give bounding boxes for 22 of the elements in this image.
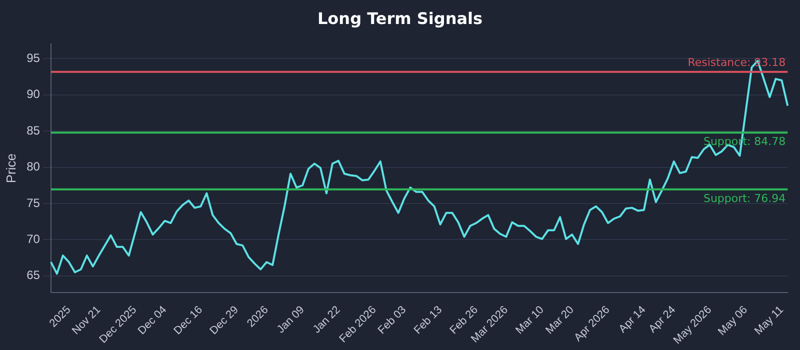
y-tick-label: 65 [26, 268, 40, 282]
y-tick-label: 90 [26, 87, 40, 102]
y-tick-label: 85 [26, 123, 40, 138]
y-axis-title: Price [3, 154, 18, 184]
x-tick-label: Dec 29 [208, 304, 241, 338]
x-tick-label: Feb 13 [412, 304, 445, 337]
y-tick-label: 95 [26, 50, 40, 65]
chart-title: Long Term Signals [316, 8, 484, 30]
x-tick-label: Jan 09 [274, 304, 307, 336]
x-tick-label: Mar 10 [514, 304, 546, 337]
x-tick-label: Feb 03 [376, 304, 409, 337]
y-tick-label: 75 [26, 196, 40, 210]
x-tick-label: Mar 20 [544, 304, 576, 337]
x-tick-label: May 06 [716, 304, 750, 338]
ref-line-label: Support: 76.94 [703, 192, 786, 205]
x-tick-label: May 11 [752, 304, 786, 338]
x-tick-label: Dec 16 [172, 304, 205, 338]
x-tick-label: Apr 24 [646, 304, 678, 336]
y-tick-label: 80 [26, 160, 40, 174]
x-tick-label: Dec 04 [136, 304, 170, 338]
y-tick-label: 70 [26, 232, 40, 246]
x-tick-label: Apr 14 [616, 304, 648, 336]
